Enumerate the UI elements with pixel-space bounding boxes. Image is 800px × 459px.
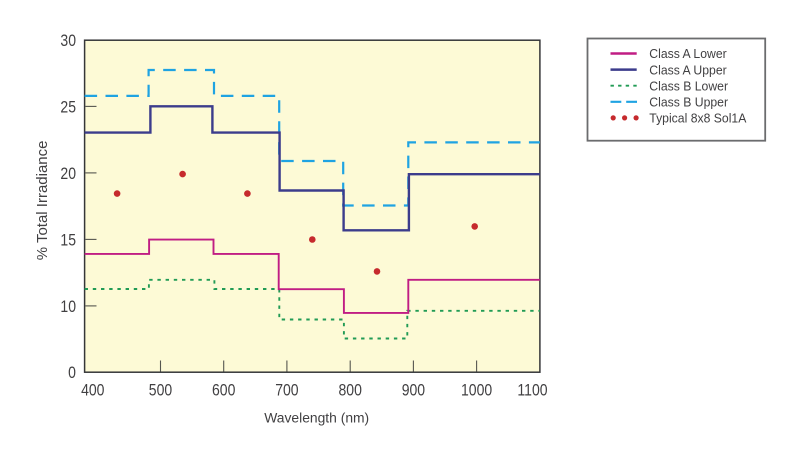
svg-text:30: 30 [60, 32, 76, 50]
svg-text:Wavelength (nm): Wavelength (nm) [264, 410, 369, 426]
svg-text:400: 400 [81, 381, 104, 399]
svg-text:15: 15 [60, 231, 76, 249]
svg-text:800: 800 [339, 381, 362, 399]
svg-text:Class B Lower: Class B Lower [649, 79, 728, 93]
svg-text:700: 700 [275, 381, 298, 399]
svg-text:10: 10 [60, 298, 76, 316]
svg-text:20: 20 [60, 165, 76, 183]
svg-text:600: 600 [212, 381, 235, 399]
svg-text:Typical 8x8 Sol1A: Typical 8x8 Sol1A [649, 111, 747, 125]
svg-text:25: 25 [60, 98, 76, 116]
svg-text:0: 0 [68, 364, 76, 382]
svg-text:Class B Upper: Class B Upper [649, 95, 728, 109]
svg-text:1000: 1000 [461, 381, 492, 399]
svg-text:Class A Upper: Class A Upper [649, 63, 726, 77]
svg-text:1100: 1100 [517, 381, 547, 399]
svg-text:% Total Irradiance: % Total Irradiance [34, 141, 51, 261]
svg-text:Class A Lower: Class A Lower [649, 47, 726, 61]
svg-text:900: 900 [402, 381, 425, 399]
svg-text:500: 500 [149, 381, 172, 399]
